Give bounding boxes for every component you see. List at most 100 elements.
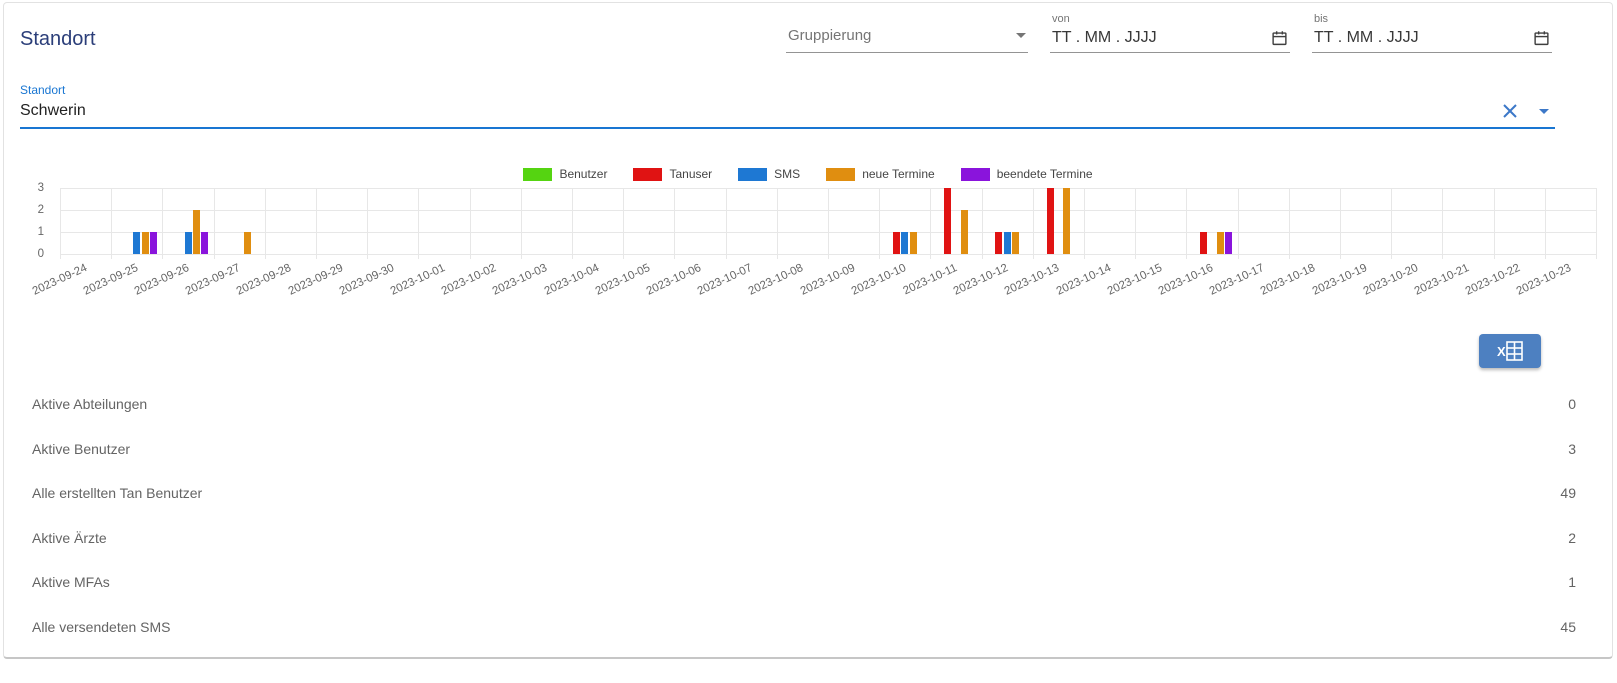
gridline-vertical <box>1135 188 1136 259</box>
gruppierung-select[interactable]: Gruppierung <box>786 21 1028 53</box>
gridline-vertical <box>674 188 675 259</box>
standort-value: Schwerin <box>20 102 86 119</box>
x-tick-label: 2023-09-25 <box>81 262 141 298</box>
legend-item[interactable]: neue Termine <box>826 167 935 181</box>
gridline-vertical <box>828 188 829 259</box>
header: Standort Gruppierung von TT . MM . JJJJ <box>4 3 1612 53</box>
bar <box>995 232 1002 254</box>
table-row: Alle versendeten SMS 45 <box>4 605 1612 650</box>
x-tick-label: 2023-10-10 <box>849 262 909 298</box>
gridline-vertical <box>1084 188 1085 259</box>
date-from-placeholder: TT . MM . JJJJ <box>1052 29 1157 46</box>
legend-item[interactable]: Tanuser <box>633 167 712 181</box>
x-tick-label: 2023-09-29 <box>286 262 346 298</box>
date-from-input[interactable]: TT . MM . JJJJ <box>1050 25 1290 53</box>
gridline-horizontal <box>60 254 1596 255</box>
y-tick-label: 1 <box>37 226 44 238</box>
x-tick-label: 2023-10-08 <box>746 262 806 298</box>
x-tick-label: 2023-10-14 <box>1054 262 1114 298</box>
stat-label: Alle versendeten SMS <box>32 618 171 635</box>
x-tick-label: 2023-10-01 <box>388 262 448 298</box>
legend-color-chip <box>960 167 990 181</box>
gridline-vertical <box>726 188 727 259</box>
stat-value: 0 <box>1568 396 1576 413</box>
legend-color-chip <box>738 167 768 181</box>
chart-legend: Benutzer Tanuser SMS neue Termine beendete T… <box>4 167 1612 181</box>
bar <box>185 232 192 254</box>
bar <box>1004 232 1011 254</box>
y-tick-label: 3 <box>37 182 44 194</box>
date-to-field: bis TT . MM . JJJJ <box>1312 13 1552 53</box>
x-tick-label: 2023-10-09 <box>798 262 858 298</box>
standort-input[interactable]: Schwerin <box>20 97 1555 129</box>
gridline-vertical <box>1289 188 1290 259</box>
calendar-icon[interactable] <box>1271 29 1288 47</box>
table-row: Aktive Abteilungen 0 <box>4 382 1612 427</box>
stat-value: 45 <box>1560 618 1576 635</box>
x-tick-label: 2023-10-18 <box>1258 262 1318 298</box>
x-tick-label: 2023-09-26 <box>132 262 192 298</box>
calendar-icon[interactable] <box>1533 29 1550 47</box>
gridline-vertical <box>1545 188 1546 259</box>
bar <box>142 232 149 254</box>
export-row: X <box>4 334 1612 368</box>
date-to-input[interactable]: TT . MM . JJJJ <box>1312 25 1552 53</box>
gridline-vertical <box>367 188 368 259</box>
standort-field-label: Standort <box>20 83 66 97</box>
bar <box>893 232 900 254</box>
x-tick-label: 2023-10-23 <box>1514 262 1574 298</box>
gridline-vertical <box>470 188 471 259</box>
stat-label: Alle erstellten Tan Benutzer <box>32 485 203 502</box>
gridline-vertical <box>1442 188 1443 259</box>
gridline-vertical <box>1238 188 1239 259</box>
gridline-vertical <box>879 188 880 259</box>
standort-field: Standort Schwerin <box>20 83 1555 129</box>
export-excel-button[interactable]: X <box>1479 334 1541 368</box>
legend-label: neue Termine <box>862 167 935 181</box>
standort-panel: Standort Gruppierung von TT . MM . JJJJ <box>3 2 1613 659</box>
gridline-vertical <box>982 188 983 259</box>
date-from-label: von <box>1052 13 1070 25</box>
excel-export-icon: X <box>1497 340 1524 362</box>
x-tick-label: 2023-10-21 <box>1412 262 1472 298</box>
gridline-horizontal <box>60 232 1596 233</box>
x-tick-label: 2023-10-15 <box>1105 262 1165 298</box>
table-row: Aktive Benutzer 3 <box>4 427 1612 472</box>
gridline-vertical <box>111 188 112 259</box>
table-row: Alle erstellten Tan Benutzer 49 <box>4 471 1612 516</box>
chart-plot-area <box>60 188 1597 259</box>
bar <box>1200 232 1207 254</box>
bar <box>961 210 968 254</box>
bar <box>1012 232 1019 254</box>
bar <box>1217 232 1224 254</box>
x-tick-label: 2023-09-30 <box>337 262 397 298</box>
bar <box>150 232 157 254</box>
chart-y-axis: 0 1 2 3 <box>14 182 48 260</box>
x-tick-label: 2023-10-11 <box>901 262 960 298</box>
bar <box>201 232 208 254</box>
stat-value: 1 <box>1568 574 1576 591</box>
y-tick-label: 2 <box>37 204 44 216</box>
legend-item[interactable]: Benutzer <box>523 167 607 181</box>
x-tick-label: 2023-10-22 <box>1463 262 1523 298</box>
legend-item[interactable]: SMS <box>738 167 800 181</box>
x-tick-label: 2023-10-03 <box>490 262 550 298</box>
gridline-horizontal <box>60 188 1596 189</box>
date-from-field: von TT . MM . JJJJ <box>1050 13 1290 53</box>
chevron-down-icon[interactable] <box>1539 108 1549 114</box>
legend-item[interactable]: beendete Termine <box>960 167 1093 181</box>
x-tick-label: 2023-10-05 <box>593 262 653 298</box>
bar <box>910 232 917 254</box>
stat-label: Aktive Benutzer <box>32 440 131 457</box>
bar <box>193 210 200 254</box>
gridline-vertical <box>316 188 317 259</box>
legend-color-chip <box>633 167 663 181</box>
x-tick-label: 2023-09-28 <box>234 262 294 298</box>
gridline-vertical <box>572 188 573 259</box>
stat-value: 49 <box>1560 485 1576 502</box>
gridline-vertical <box>1494 188 1495 259</box>
clear-icon[interactable] <box>1501 102 1519 120</box>
gridline-vertical <box>1186 188 1187 259</box>
bar <box>1047 188 1054 254</box>
